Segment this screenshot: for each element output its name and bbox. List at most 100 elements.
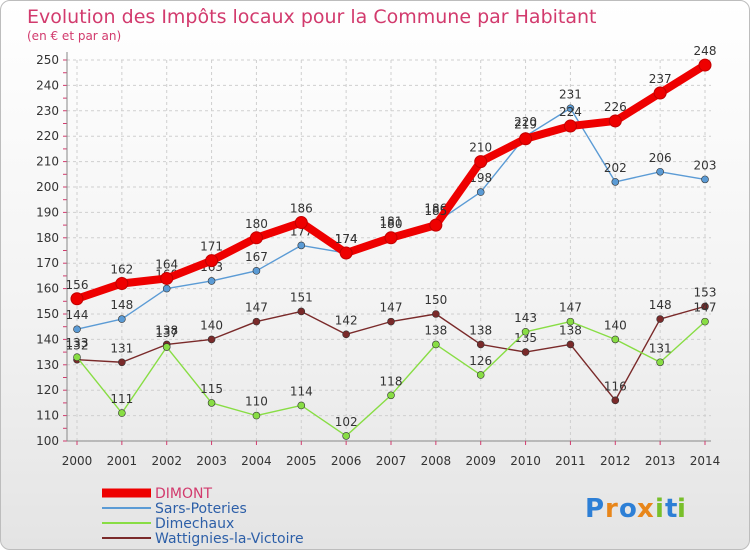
data-label: 138 — [469, 323, 492, 337]
data-label: 186 — [290, 202, 313, 216]
data-point — [207, 335, 216, 344]
y-tick-label: 150 — [36, 307, 59, 321]
data-point — [656, 358, 664, 367]
data-label: 220 — [514, 115, 537, 129]
data-point — [118, 409, 126, 417]
data-point — [566, 340, 575, 349]
data-label: 131 — [649, 341, 672, 355]
data-point — [701, 302, 709, 311]
logo-letter: P — [585, 494, 604, 524]
y-tick-label: 110 — [36, 409, 59, 423]
data-point — [339, 246, 353, 260]
x-tick-label: 2010 — [510, 454, 541, 468]
data-point — [656, 315, 664, 323]
y-tick-label: 200 — [36, 180, 59, 194]
data-point — [252, 317, 261, 326]
data-label: 203 — [694, 158, 717, 172]
data-label: 162 — [110, 263, 133, 277]
logo-letter: t — [665, 494, 677, 524]
data-point — [611, 396, 620, 405]
data-point — [384, 231, 398, 245]
data-label: 138 — [155, 323, 178, 337]
y-tick-label: 100 — [36, 434, 59, 448]
data-point — [73, 353, 81, 361]
y-tick-label: 240 — [36, 78, 59, 92]
x-tick-label: 2014 — [690, 454, 721, 468]
data-label: 180 — [380, 217, 403, 231]
data-point — [476, 371, 485, 379]
data-label: 185 — [424, 204, 447, 218]
x-tick-label: 2005 — [286, 454, 317, 468]
logo-letter: r — [605, 494, 618, 524]
data-label: 118 — [380, 374, 403, 388]
data-label: 171 — [200, 240, 223, 254]
data-label: 164 — [155, 257, 178, 271]
data-label: 174 — [335, 232, 358, 246]
data-label: 148 — [110, 298, 133, 312]
data-label: 131 — [110, 341, 133, 355]
data-label: 248 — [694, 44, 717, 58]
x-tick-label: 2006 — [331, 454, 362, 468]
data-point — [294, 216, 308, 230]
data-point — [342, 330, 350, 339]
data-label: 115 — [200, 382, 223, 396]
data-point — [563, 119, 577, 133]
data-label: 174 — [335, 232, 358, 246]
data-label: 143 — [514, 311, 537, 325]
data-point — [297, 241, 306, 250]
data-label: 151 — [290, 290, 313, 304]
legend-label: Sars-Poteries — [155, 501, 247, 517]
data-point — [387, 391, 395, 400]
data-label: 148 — [649, 298, 672, 312]
data-point — [698, 58, 712, 72]
data-point — [566, 317, 575, 326]
data-label: 181 — [380, 214, 403, 228]
y-tick-label: 230 — [36, 104, 59, 118]
data-label: 147 — [559, 301, 582, 315]
x-tick-label: 2012 — [600, 454, 631, 468]
data-label: 110 — [245, 395, 268, 409]
data-label: 147 — [380, 301, 403, 315]
data-label: 237 — [649, 72, 672, 86]
x-tick-label: 2011 — [555, 454, 586, 468]
data-label: 147 — [694, 301, 717, 315]
y-tick-label: 140 — [36, 332, 59, 346]
data-point — [249, 231, 263, 245]
legend: DIMONTSars-PoteriesDimechauxWattignies-l… — [102, 486, 304, 547]
data-point — [207, 277, 216, 285]
data-point — [474, 155, 488, 169]
data-label: 138 — [559, 323, 582, 337]
y-tick-label: 180 — [36, 231, 59, 245]
data-point — [432, 340, 440, 349]
data-point — [162, 343, 171, 351]
data-label: 153 — [694, 285, 717, 299]
x-tick-label: 2000 — [62, 454, 93, 468]
data-point — [160, 271, 174, 285]
x-tick-label: 2008 — [421, 454, 452, 468]
data-point — [476, 340, 485, 349]
logo-letter: o — [619, 494, 637, 524]
data-label: 133 — [66, 336, 89, 350]
legend-label: Wattignies-la-Victoire — [155, 531, 304, 547]
logo-letter: x — [637, 494, 654, 524]
data-point — [521, 348, 530, 356]
logo-letter: i — [677, 494, 686, 524]
data-label: 111 — [110, 392, 133, 406]
x-tick-label: 2004 — [241, 454, 272, 468]
data-label: 224 — [559, 105, 582, 119]
data-label: 144 — [66, 308, 89, 322]
data-label: 180 — [245, 217, 268, 231]
data-label: 140 — [200, 318, 223, 332]
data-label: 126 — [469, 354, 492, 368]
data-point — [519, 132, 533, 146]
data-point — [205, 254, 219, 268]
data-label: 167 — [245, 250, 268, 264]
data-point — [432, 310, 440, 318]
logo-letter: i — [655, 494, 664, 524]
x-tick-label: 2002 — [151, 454, 182, 468]
data-label: 132 — [66, 339, 89, 353]
x-tick-label: 2013 — [645, 454, 676, 468]
data-point — [611, 335, 620, 344]
data-label: 206 — [649, 151, 672, 165]
